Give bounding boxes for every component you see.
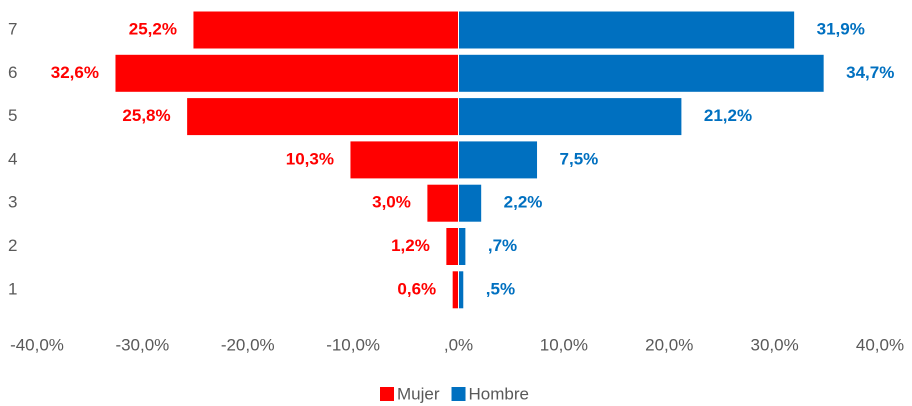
data-label: 0,6% bbox=[397, 279, 436, 298]
bar bbox=[458, 183, 483, 223]
x-tick-label: -30,0% bbox=[115, 335, 169, 354]
data-label: ,5% bbox=[486, 279, 515, 298]
data-label: 25,8% bbox=[122, 106, 170, 125]
data-label: 7,5% bbox=[560, 149, 599, 168]
y-tick-label: 7 bbox=[8, 19, 17, 38]
y-tick-label: 3 bbox=[8, 193, 17, 212]
y-tick-label: 1 bbox=[8, 279, 17, 298]
bar bbox=[426, 183, 460, 223]
x-tick-label: -40,0% bbox=[10, 335, 64, 354]
bar bbox=[458, 227, 467, 266]
x-tick-label: 40,0% bbox=[856, 335, 904, 354]
data-label: 25,2% bbox=[129, 19, 177, 38]
x-tick-label: 20,0% bbox=[645, 335, 693, 354]
bar bbox=[186, 97, 459, 137]
data-label: 2,2% bbox=[504, 193, 543, 212]
x-tick-label: -20,0% bbox=[221, 335, 275, 354]
x-tick-label: ,0% bbox=[444, 335, 473, 354]
y-tick-label: 5 bbox=[8, 106, 17, 125]
bar bbox=[458, 97, 683, 137]
bar bbox=[349, 140, 459, 180]
bar bbox=[114, 53, 459, 93]
y-tick-label: 4 bbox=[8, 149, 17, 168]
data-label: 1,2% bbox=[391, 236, 430, 255]
legend-label: Hombre bbox=[469, 384, 529, 403]
y-tick-label: 2 bbox=[8, 236, 17, 255]
data-label: ,7% bbox=[488, 236, 517, 255]
legend-swatch bbox=[380, 387, 394, 401]
x-tick-label: 10,0% bbox=[540, 335, 588, 354]
bar bbox=[458, 270, 465, 310]
bar bbox=[458, 140, 539, 180]
data-label: 3,0% bbox=[372, 193, 411, 212]
data-label: 10,3% bbox=[286, 149, 334, 168]
data-label: 32,6% bbox=[51, 63, 99, 82]
legend-swatch bbox=[451, 387, 466, 401]
legend-label: Mujer bbox=[397, 384, 440, 403]
bar bbox=[192, 10, 460, 50]
y-tick-label: 6 bbox=[8, 63, 17, 82]
bar bbox=[451, 270, 459, 310]
data-label: 34,7% bbox=[846, 63, 894, 82]
bar bbox=[445, 227, 460, 266]
data-label: 21,2% bbox=[704, 106, 752, 125]
bar bbox=[458, 53, 825, 93]
bar bbox=[458, 10, 796, 50]
data-label: 31,9% bbox=[817, 19, 865, 38]
x-tick-label: -10,0% bbox=[326, 335, 380, 354]
x-tick-label: 30,0% bbox=[751, 335, 799, 354]
